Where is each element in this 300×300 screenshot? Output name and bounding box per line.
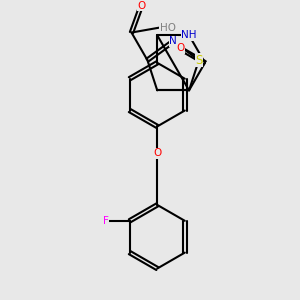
Text: O: O <box>176 44 184 53</box>
Text: N: N <box>169 36 177 46</box>
Text: HO: HO <box>160 22 176 33</box>
Text: F: F <box>103 216 109 226</box>
Text: O: O <box>153 148 161 158</box>
Text: S: S <box>195 54 203 67</box>
Text: O: O <box>137 1 146 10</box>
Text: NH: NH <box>181 30 197 40</box>
